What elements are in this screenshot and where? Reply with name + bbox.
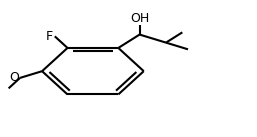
- Text: OH: OH: [130, 12, 149, 25]
- Text: F: F: [45, 30, 53, 43]
- Text: O: O: [9, 71, 19, 84]
